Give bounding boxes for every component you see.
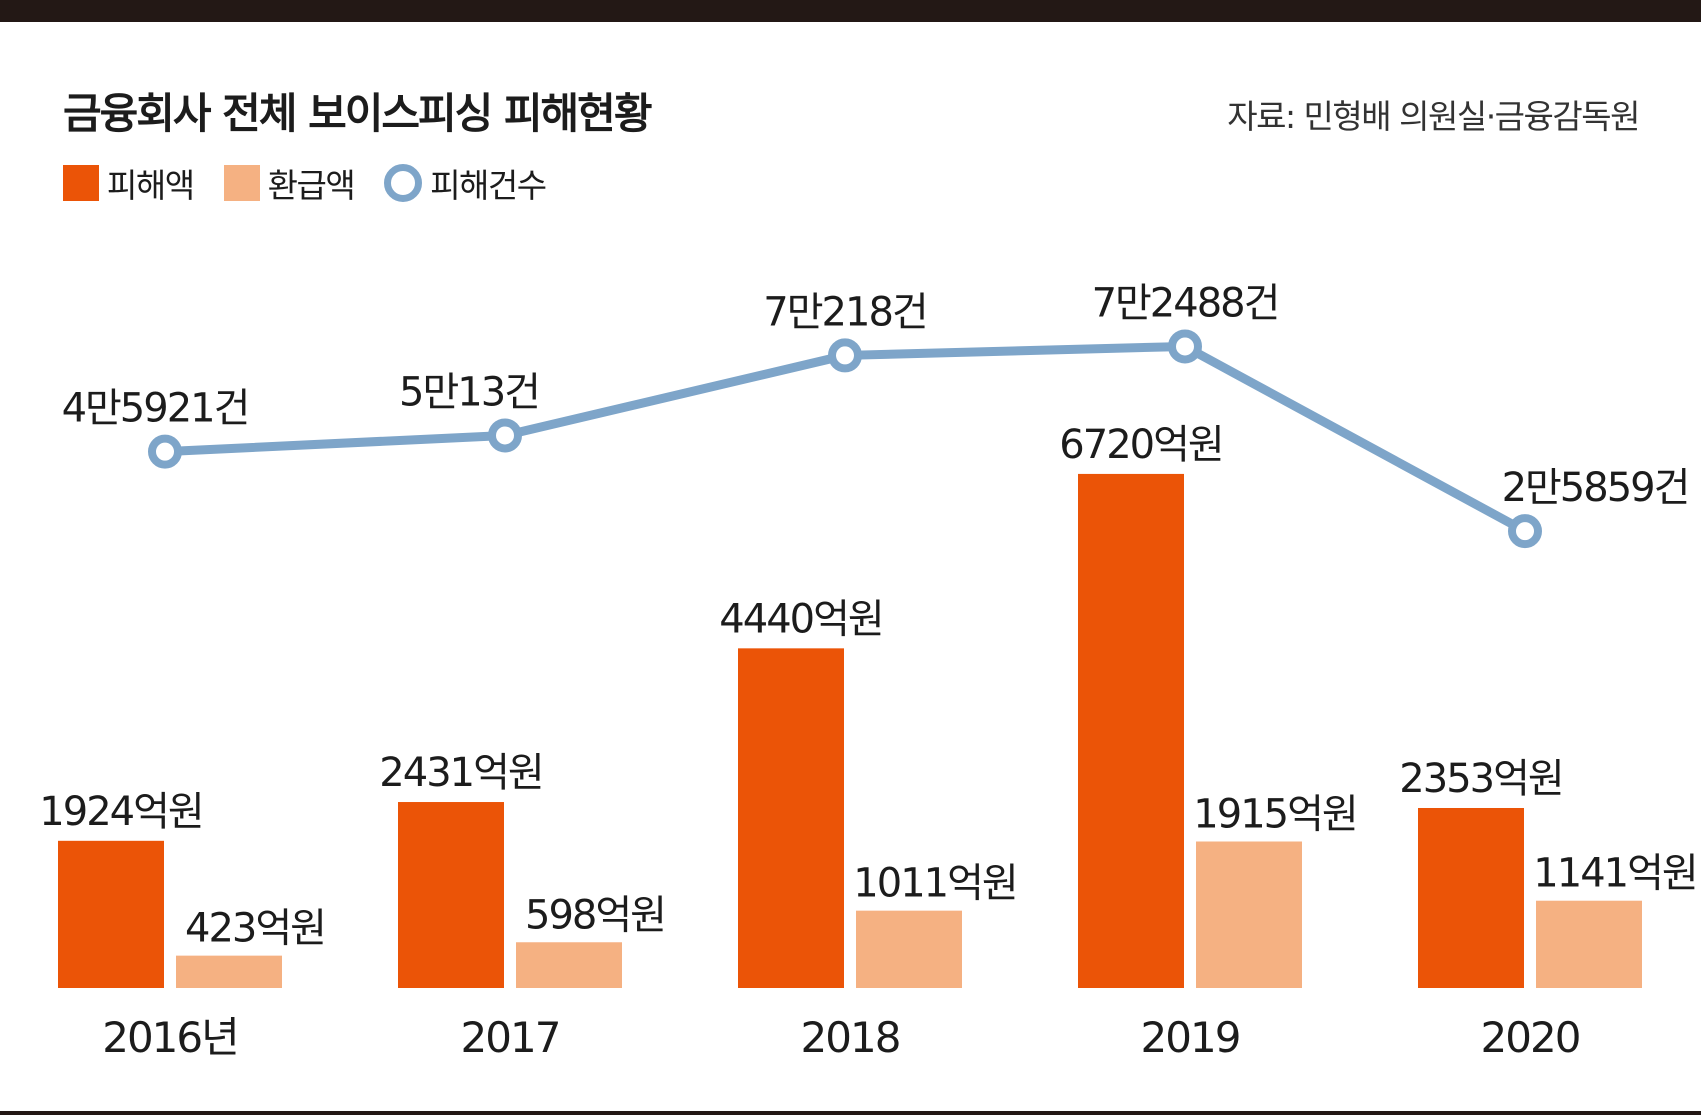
bar-damage-0: [58, 840, 164, 988]
bar-damage-label-3: 6720억원: [1059, 422, 1222, 468]
top-border: [0, 0, 1701, 22]
bar-damage-label-2: 4440억원: [719, 596, 882, 642]
legend-swatch-refund: [223, 165, 260, 201]
line-count: [164, 341, 1528, 536]
legend-item-refund: 환급액: [223, 159, 356, 207]
bar-damage-label-4: 2353억원: [1399, 756, 1562, 802]
legend-label-count: 피해건수: [430, 166, 547, 205]
point-count-3: [1168, 329, 1202, 364]
bar-damage-3: [1078, 473, 1184, 988]
source-note: 자료: 민형배 의원실·금융감독원: [1227, 97, 1640, 136]
category-label-4: 2020: [1481, 1013, 1580, 1062]
category-label-1: 2017: [461, 1013, 560, 1062]
bar-refund-label-1: 598억원: [525, 892, 665, 938]
point-count-label-1: 5만13건: [399, 369, 539, 415]
bar-refund-label-4: 1141억원: [1533, 851, 1696, 897]
point-count-label-2: 7만218건: [763, 289, 926, 335]
bar-damage-label-1: 2431억원: [379, 750, 542, 796]
chart-title: 금융회사 전체 보이스피싱 피해현황: [63, 89, 652, 138]
bar-refund-3: [1196, 841, 1302, 988]
category-label-0: 2016년: [102, 1013, 238, 1062]
legend-item-damage: 피해액: [63, 159, 195, 207]
point-count-2: [828, 338, 862, 373]
bar-refund-label-0: 423억원: [185, 906, 325, 952]
bar-refund-label-3: 1915억원: [1193, 792, 1356, 838]
legend-swatch-count: [384, 164, 423, 202]
point-count-1: [488, 418, 522, 453]
legend-label-damage: 피해액: [107, 166, 195, 205]
legend: 피해액 환급액 피해건수: [63, 159, 576, 207]
point-count-label-3: 7만2488건: [1092, 280, 1279, 326]
point-count-4: [1508, 514, 1542, 549]
bar-refund-2: [856, 910, 962, 988]
bar-damage-1: [398, 802, 504, 988]
category-label-2: 2018: [801, 1013, 900, 1062]
bar-refund-1: [516, 942, 622, 988]
bar-damage-label-0: 1924억원: [39, 789, 202, 835]
bar-refund-label-2: 1011억원: [853, 861, 1016, 907]
bottom-border: [0, 1111, 1701, 1115]
legend-item-count: 피해건수: [384, 159, 547, 207]
point-count-label-4: 2만5859건: [1502, 465, 1689, 511]
bar-refund-0: [176, 955, 282, 988]
bar-damage-2: [738, 648, 844, 988]
bar-refund-4: [1536, 900, 1642, 988]
legend-swatch-damage: [63, 165, 99, 201]
point-count-0: [148, 434, 182, 469]
legend-label-refund: 환급액: [267, 166, 356, 205]
category-label-3: 2019: [1141, 1013, 1240, 1062]
bar-damage-4: [1418, 807, 1524, 988]
point-count-label-0: 4만5921건: [62, 386, 249, 432]
